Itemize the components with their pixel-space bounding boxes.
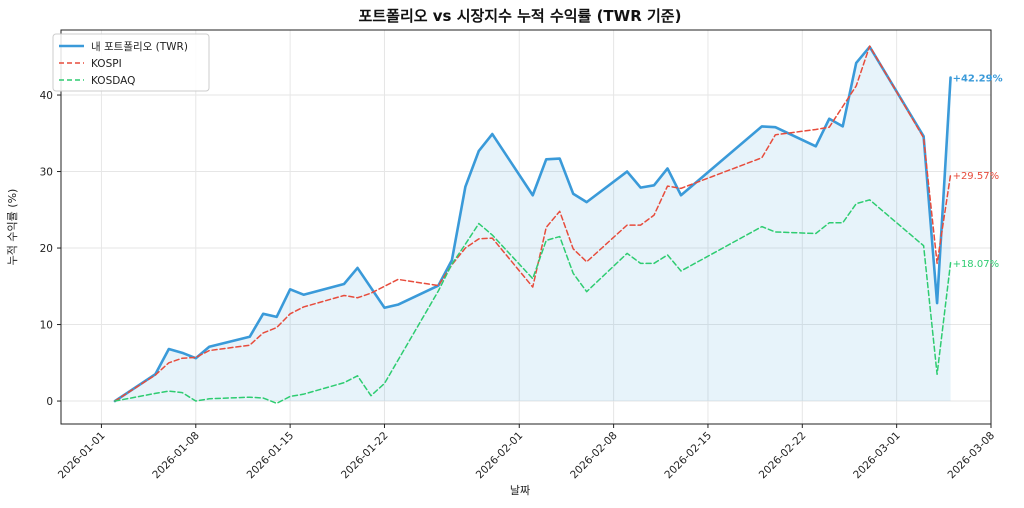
- x-axis-label: 날짜: [510, 484, 530, 497]
- legend-box: [52, 33, 210, 92]
- legend-label-kosdaq: KOSDAQ: [91, 75, 135, 87]
- end-labels: +42.29% +29.57% +18.07%: [953, 74, 1003, 270]
- y-axis-ticks: 0 10 20 30 40: [40, 90, 61, 408]
- legend-label-kospi: KOSPI: [91, 58, 122, 70]
- end-label-twr: +42.29%: [953, 74, 1003, 85]
- x-tick-label: 2026-03-08: [945, 430, 997, 482]
- plot-area: [61, 30, 991, 424]
- y-tick-label: 0: [46, 396, 53, 408]
- x-tick-label: 2026-01-01: [56, 430, 108, 482]
- series-line-kosdaq: [114, 199, 952, 405]
- x-tick-label: 2026-02-01: [474, 430, 526, 482]
- x-tick-label: 2026-01-15: [245, 430, 297, 482]
- x-tick-label: 2026-01-08: [150, 430, 202, 482]
- y-tick-label: 10: [40, 320, 53, 332]
- series-line-twr: [113, 45, 952, 403]
- legend-label-twr: 내 포트폴리오 (TWR): [91, 41, 188, 53]
- y-tick-label: 30: [40, 167, 53, 179]
- y-tick-label: 40: [40, 90, 53, 102]
- x-tick-label: 2026-02-15: [662, 430, 714, 482]
- x-tick-label: 2026-02-22: [757, 430, 809, 482]
- x-tick-label: 2026-02-08: [568, 430, 620, 482]
- end-label-kosdaq: +18.07%: [953, 259, 1000, 270]
- legend: 내 포트폴리오 (TWR) KOSPI KOSDAQ: [52, 33, 210, 92]
- portfolio-area-fill: [114, 46, 951, 402]
- chart-title: 포트폴리오 vs 시장지수 누적 수익률 (TWR 기준): [359, 7, 682, 25]
- y-tick-label: 20: [40, 243, 53, 255]
- plot-frame: [60, 29, 992, 425]
- series-lines: [113, 45, 952, 405]
- x-tick-label: 2026-03-01: [851, 430, 903, 482]
- y-axis-label: 누적 수익률 (%): [6, 189, 19, 266]
- area-fill-twr: [114, 46, 951, 402]
- end-label-kospi: +29.57%: [953, 171, 1000, 182]
- x-axis-ticks: 2026-01-01 2026-01-08 2026-01-15 2026-01-22…: [56, 424, 997, 481]
- x-tick-label: 2026-01-22: [339, 430, 391, 482]
- series-line-kospi: [114, 45, 952, 402]
